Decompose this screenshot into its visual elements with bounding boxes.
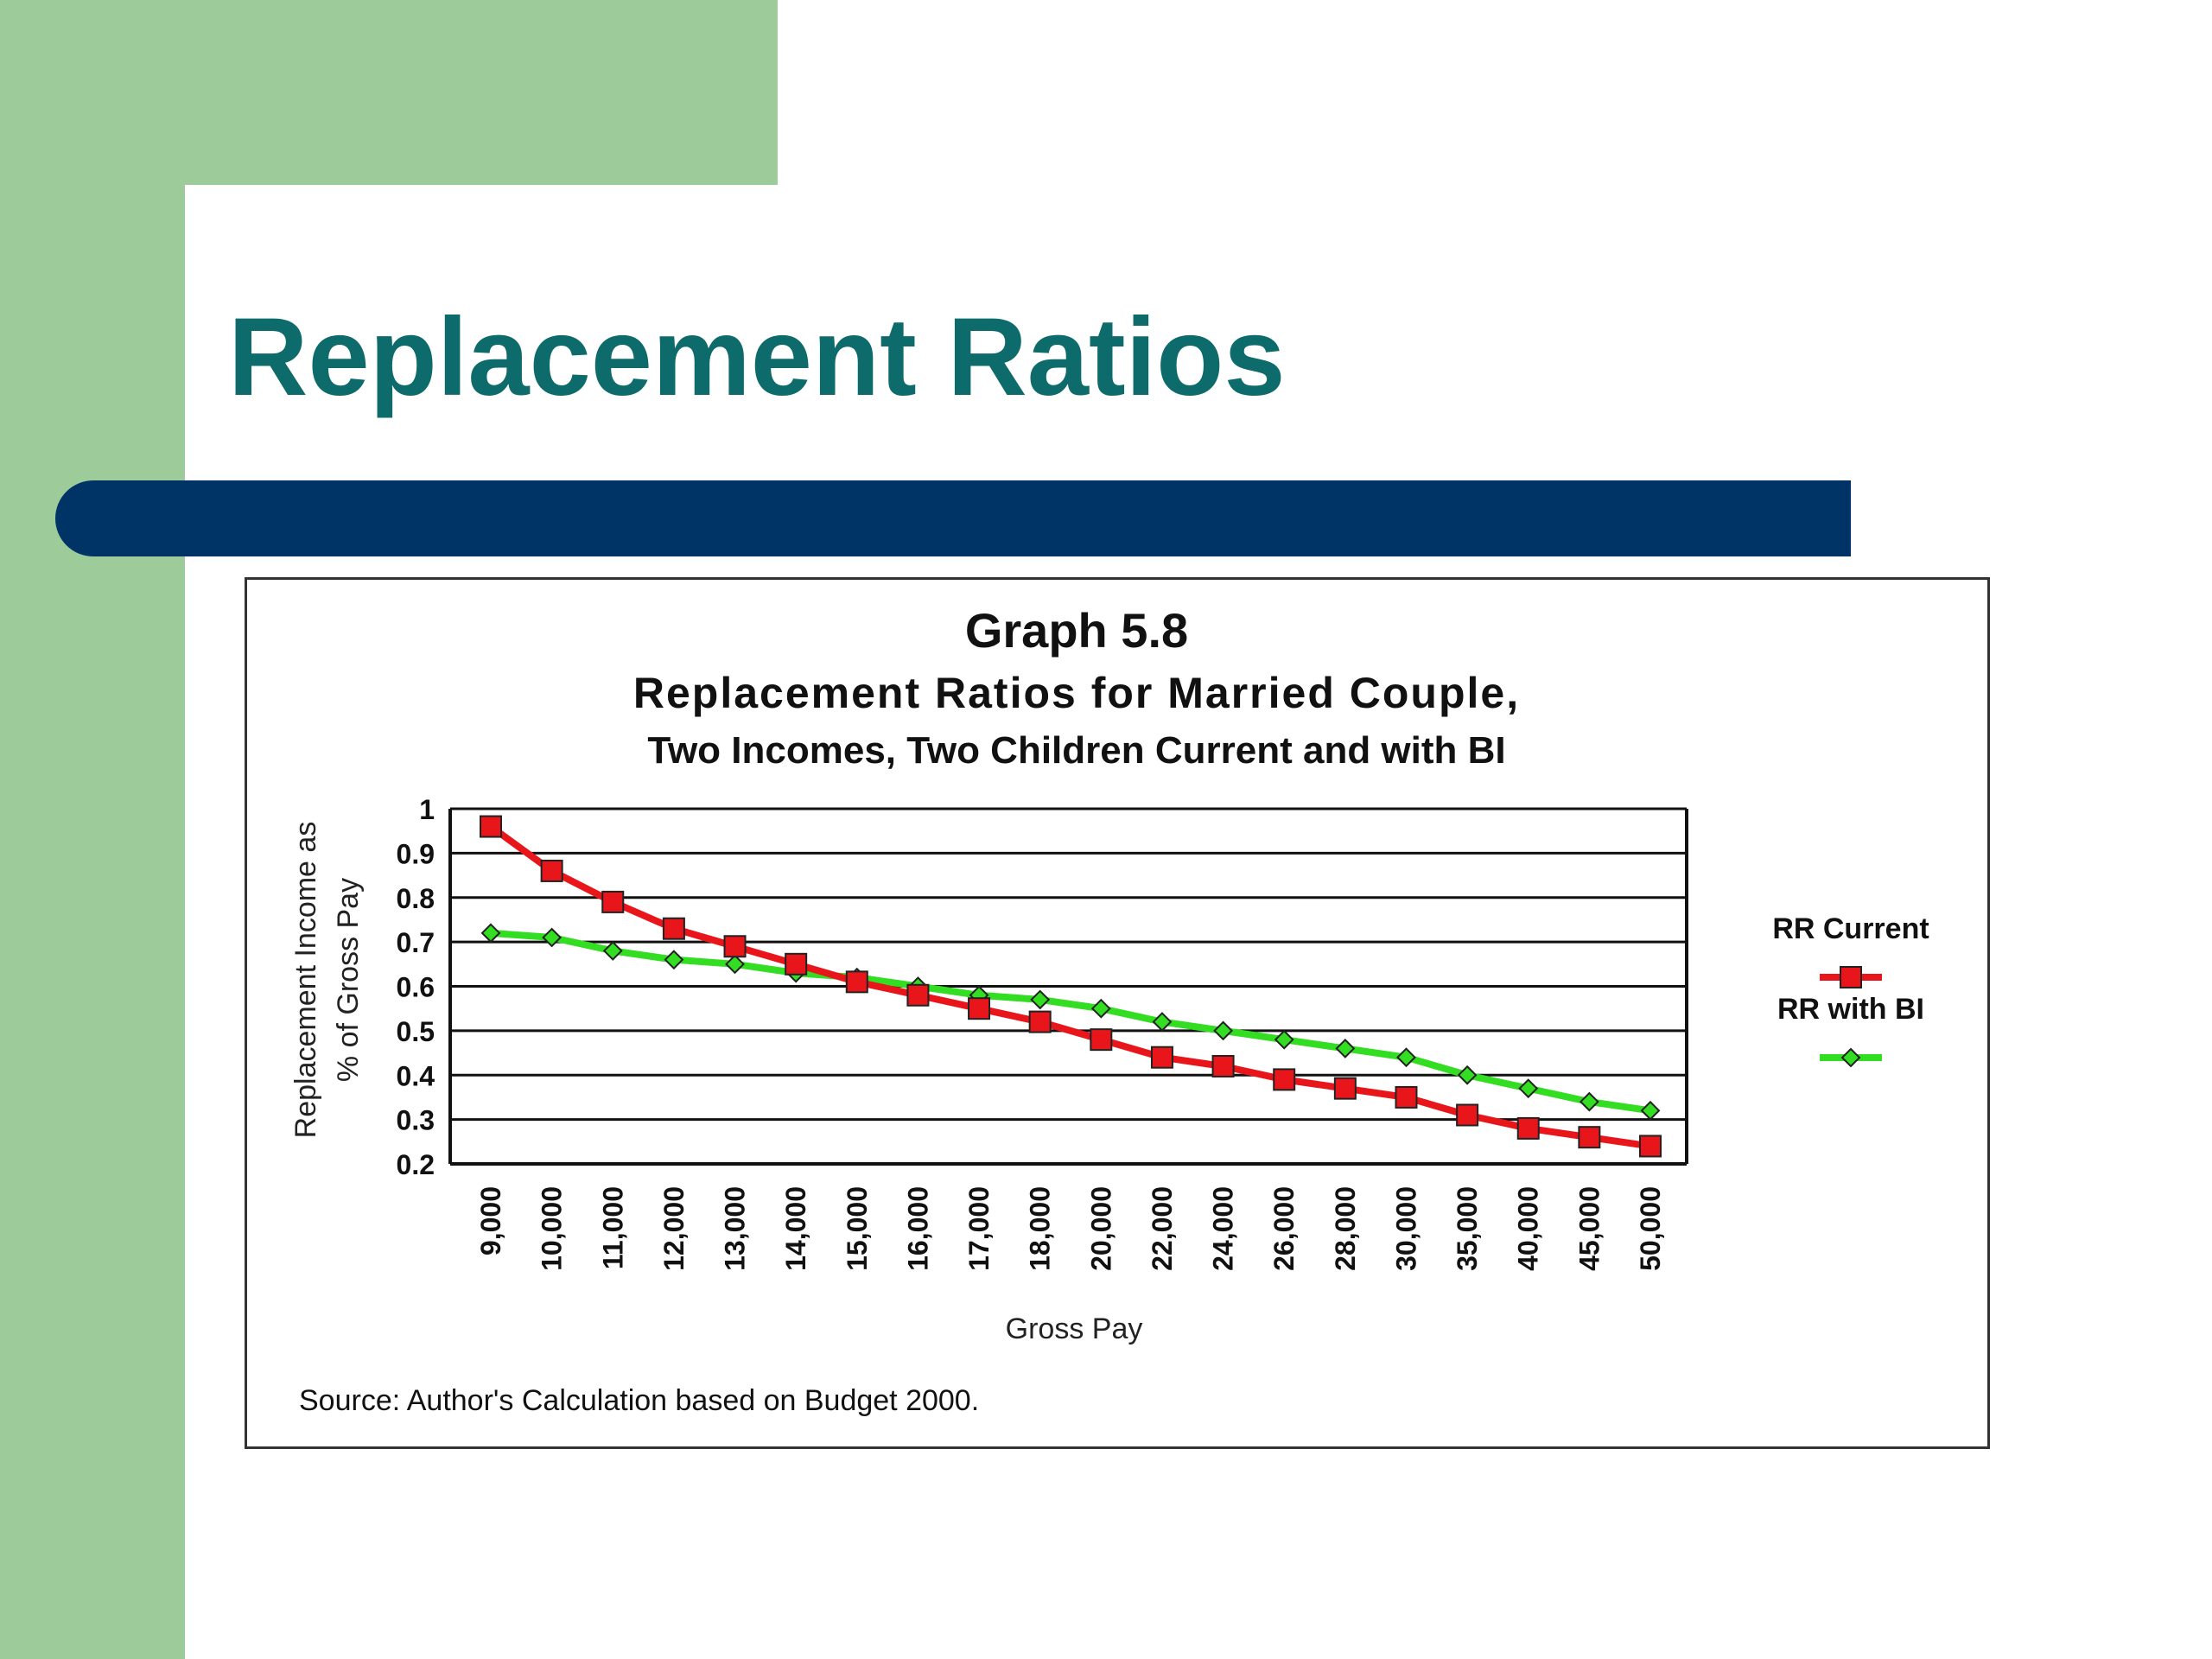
data-point: [1395, 1085, 1418, 1109]
data-point: [725, 954, 745, 975]
data-point: [1579, 1091, 1599, 1112]
legend-label: RR with BI: [1777, 993, 1924, 1026]
x-tick-label: 11,000: [597, 1186, 628, 1269]
x-tick-label: 20,000: [1085, 1186, 1116, 1271]
data-point: [1030, 989, 1051, 1010]
data-point: [480, 815, 502, 838]
legend-swatch-marker: [1840, 1047, 1861, 1068]
data-point: [845, 970, 868, 994]
x-axis-ticks: 9,000 10,000 11,000 12,000 13,000 14,000 15,00…: [475, 1186, 1666, 1271]
chart-subtitle-2: Two Incomes, Two Children Current and wi…: [647, 729, 1505, 772]
green-sidebar-decoration: [0, 0, 185, 1659]
data-point: [1213, 1020, 1233, 1041]
series-rr-with-bi: [480, 923, 1661, 1121]
x-tick-label: 17,000: [963, 1186, 995, 1271]
data-point: [968, 997, 991, 1020]
y-tick-label: 0.2: [397, 1149, 435, 1180]
data-point: [540, 859, 563, 882]
data-point: [1028, 1010, 1052, 1033]
data-point: [542, 927, 563, 948]
y-tick-label: 0.8: [397, 883, 435, 914]
data-point: [1640, 1100, 1661, 1121]
y-tick-label: 0.5: [397, 1016, 435, 1047]
data-point: [1273, 1068, 1296, 1091]
y-tick-label: 0.9: [397, 838, 435, 869]
x-tick-label: 35,000: [1452, 1186, 1483, 1271]
x-tick-label: 28,000: [1330, 1186, 1361, 1271]
data-point: [1211, 1054, 1235, 1077]
legend: RR Current RR with BI: [1772, 912, 1929, 1068]
data-point: [662, 917, 685, 940]
x-tick-label: 50,000: [1635, 1186, 1666, 1271]
grid-lines: [448, 807, 1688, 1166]
data-point: [1333, 1077, 1357, 1100]
y-tick-label: 0.3: [397, 1105, 435, 1136]
data-point: [480, 923, 501, 944]
x-tick-label: 13,000: [720, 1186, 751, 1271]
data-point: [664, 950, 684, 970]
data-point: [601, 890, 625, 913]
x-tick-label: 40,000: [1513, 1186, 1544, 1271]
x-tick-label: 22,000: [1147, 1186, 1178, 1271]
y-tick-label: 1: [419, 794, 435, 825]
x-tick-label: 10,000: [537, 1186, 568, 1271]
x-tick-label: 24,000: [1208, 1186, 1239, 1271]
x-tick-label: 9,000: [475, 1186, 506, 1255]
data-point: [1396, 1047, 1416, 1068]
x-tick-label: 18,000: [1025, 1186, 1056, 1271]
y-tick-label: 0.4: [397, 1060, 435, 1091]
x-tick-label: 45,000: [1573, 1186, 1605, 1271]
chart-frame: Graph 5.8 Replacement Ratios for Married…: [245, 577, 1990, 1449]
x-tick-label: 14,000: [780, 1186, 811, 1271]
legend-label: RR Current: [1772, 912, 1929, 945]
data-point: [1456, 1103, 1479, 1127]
y-axis-ticks: 0.2 0.3 0.4 0.5 0.6 0.7 0.8 0.9 1: [397, 794, 435, 1180]
data-point: [1150, 1046, 1173, 1069]
data-point: [906, 983, 930, 1007]
data-point: [1518, 1078, 1539, 1099]
data-point: [1090, 1028, 1113, 1052]
y-tick-label: 0.6: [397, 972, 435, 1003]
data-point: [1335, 1039, 1356, 1058]
y-axis-label-2: % of Gross Pay: [332, 878, 365, 1082]
title-underline-bar: [55, 480, 1851, 556]
data-series: [480, 815, 1662, 1158]
data-point: [1090, 998, 1111, 1019]
data-point: [1516, 1116, 1540, 1140]
series-rr-current: [480, 815, 1662, 1158]
data-point: [602, 940, 623, 961]
y-tick-label: 0.7: [397, 927, 435, 958]
y-axis-label-1: Replacement Income as: [289, 822, 322, 1139]
data-point: [785, 952, 808, 976]
line-chart: Graph 5.8 Replacement Ratios for Married…: [289, 603, 1929, 1345]
data-point: [723, 935, 747, 958]
green-top-decoration: [0, 0, 778, 185]
data-point: [1457, 1065, 1478, 1085]
x-tick-label: 16,000: [902, 1186, 933, 1271]
series-line: [490, 929, 1651, 1115]
x-axis-label: Gross Pay: [1006, 1313, 1143, 1345]
chart-subtitle-1: Replacement Ratios for Married Couple,: [633, 669, 1520, 717]
data-point: [1152, 1012, 1173, 1033]
x-tick-label: 26,000: [1268, 1186, 1300, 1271]
legend-swatch-marker: [1840, 966, 1862, 988]
data-point: [1578, 1126, 1601, 1149]
x-tick-label: 30,000: [1390, 1186, 1421, 1271]
data-point: [1639, 1135, 1662, 1158]
slide-title: Replacement Ratios: [228, 296, 1286, 419]
source-note: Source: Author's Calculation based on Bu…: [299, 1384, 980, 1417]
x-tick-label: 12,000: [658, 1186, 690, 1271]
chart-title: Graph 5.8: [965, 603, 1188, 658]
x-tick-label: 15,000: [842, 1186, 873, 1271]
data-point: [1274, 1029, 1294, 1050]
